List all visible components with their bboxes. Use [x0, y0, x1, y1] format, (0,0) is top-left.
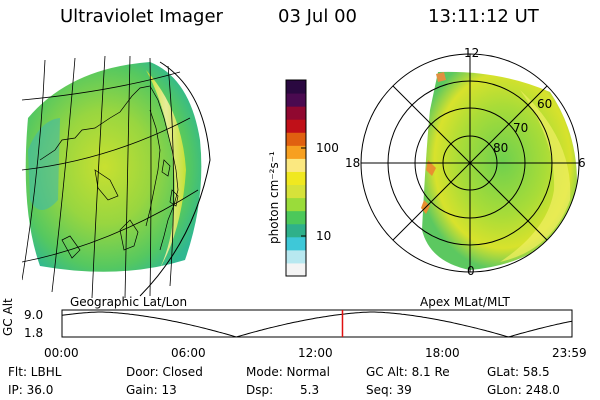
mlt-label-18: 18	[345, 156, 361, 170]
colorbar-tick-100: 100	[316, 141, 339, 155]
colorbar-segment	[286, 106, 306, 120]
colorbar-segment	[286, 119, 306, 133]
mlat-label-60: 60	[537, 97, 553, 111]
geographic-image	[22, 55, 211, 298]
colorbar-frame	[285, 79, 307, 277]
mlt-label-6: 6	[578, 156, 586, 170]
orbit-timeline	[61, 309, 573, 338]
polar-plot	[360, 53, 580, 273]
mlat-label-70: 70	[513, 121, 529, 135]
colorbar-segment	[286, 93, 306, 107]
y-tick-1-8: 1.8	[24, 326, 44, 340]
gc-alt-axis-label: GC Alt	[1, 298, 15, 336]
coastlines	[39, 85, 179, 259]
dsp-label: Dsp:	[246, 383, 274, 397]
seq-info: Seq: 39	[366, 383, 412, 397]
mlat-label-80: 80	[493, 141, 509, 155]
apex-label: Apex MLat/MLT	[420, 295, 510, 309]
x-tick-0600: 06:00	[171, 346, 206, 360]
geographic-label: Geographic Lat/Lon	[70, 295, 188, 309]
door-info: Door: Closed	[126, 365, 203, 379]
aurora-oval-arc	[146, 70, 186, 268]
colorbar-segment	[286, 132, 306, 146]
colorbar	[285, 79, 307, 277]
ip-info: IP: 36.0	[8, 383, 54, 397]
colorbar-segment	[286, 197, 306, 212]
colorbar-segment	[286, 171, 306, 186]
colorbar-tick-10: 10	[316, 229, 332, 243]
gc-alt-info: GC Alt: 8.1 Re	[366, 365, 450, 379]
mlt-label-0: 0	[467, 264, 475, 278]
colorbar-segment	[286, 210, 306, 225]
time-label: 13:11:12 UT	[428, 6, 539, 27]
colorbar-segment	[286, 236, 306, 251]
aurora-emission-left	[25, 62, 202, 272]
colorbar-segment	[286, 80, 306, 94]
glon-info: GLon: 248.0	[487, 383, 560, 397]
glat-info: GLat: 58.5	[487, 365, 550, 379]
colorbar-segment	[286, 223, 306, 238]
x-tick-0000: 00:00	[44, 346, 79, 360]
dsp-value: 5.3	[300, 383, 320, 397]
mode-info: Mode: Normal	[246, 365, 330, 379]
colorbar-unit-label: photon cm⁻²s⁻¹	[267, 151, 281, 244]
colorbar-segment	[286, 262, 306, 277]
gain-info: Gain: 13	[126, 383, 177, 397]
date-label: 03 Jul 00	[278, 6, 357, 27]
x-tick-1800: 18:00	[425, 346, 460, 360]
app-title: Ultraviolet Imager	[60, 6, 223, 27]
y-tick-9: 9.0	[24, 308, 44, 322]
colorbar-segment	[286, 249, 306, 264]
colorbar-segment	[286, 158, 306, 172]
polar-grid	[360, 53, 580, 273]
x-tick-1200: 12:00	[298, 346, 333, 360]
colorbar-segment	[286, 145, 306, 159]
filter-info: Flt: LBHL	[8, 365, 62, 379]
aurora-emission-right	[422, 71, 577, 270]
colorbar-segment	[286, 184, 306, 199]
x-tick-2359: 23:59	[552, 346, 587, 360]
mlt-label-12: 12	[464, 46, 480, 60]
